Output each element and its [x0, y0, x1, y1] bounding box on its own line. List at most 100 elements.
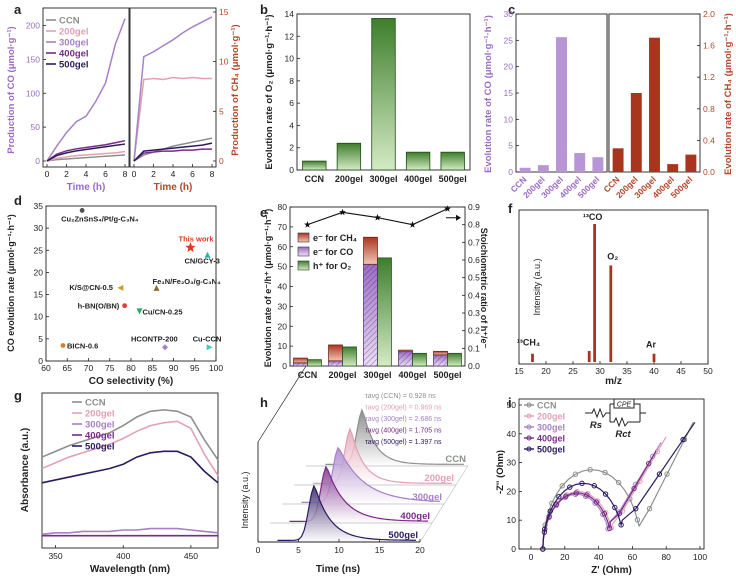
y-tick-label: 30	[278, 301, 288, 311]
x-axis-label: m/z	[605, 376, 622, 387]
legend-label-500gel: 500gel	[85, 442, 115, 453]
y-tick-label: 10	[278, 341, 288, 351]
nyquist-line-CCN	[542, 422, 694, 550]
peak-label: ¹³CO	[583, 212, 603, 222]
y-tick-label: 12	[285, 31, 295, 41]
y-tick-label: 0.3	[468, 308, 480, 318]
legend-label-CCN: CCN	[85, 398, 106, 409]
x-tick-label: 15	[514, 366, 524, 376]
x-axis-label: CO selectivity (%)	[89, 376, 173, 387]
point-label: Cu/CN-0.25	[143, 307, 183, 316]
y-tick-label: 30	[507, 458, 517, 468]
panel-b: b 0 2 4 6 8 10 12 14 CCN 200gel 300gel 400gel 500gel E…	[260, 2, 471, 184]
abs-line-300gel	[41, 527, 219, 536]
legend-marker-500gel	[526, 446, 532, 452]
x-category-label: CCN	[305, 174, 325, 184]
y-tick-label: 0.0	[703, 167, 715, 177]
legend-label: h⁺ for O₂	[313, 261, 351, 271]
panel-h: h CCN 200gel 300gel 400gel 500gel 0 5 10 15 20 τavg…	[240, 365, 469, 575]
e-ch4-bar-200gel	[328, 344, 343, 362]
x-axis-label: Time (ns)	[316, 564, 360, 575]
co-line-CCN	[46, 154, 126, 162]
nyquist-line-400gel	[542, 450, 657, 550]
marker-this-work	[185, 242, 196, 253]
nyquist-point	[606, 525, 613, 532]
legend-label-200gel: 200gel	[59, 27, 89, 38]
panel-label-g: g	[14, 388, 22, 403]
y-tick-label: 15	[504, 88, 514, 98]
nyquist-point	[634, 517, 641, 523]
x-tick-label: 100	[209, 363, 223, 373]
point-label: BICN-0.6	[67, 342, 98, 351]
ch4-line-300gel	[133, 16, 213, 162]
abs-line-200gel	[41, 420, 219, 477]
x-tick-label: 20	[415, 545, 425, 555]
x-tick-label: 2	[151, 169, 156, 179]
y-tick-label: 20	[278, 321, 288, 331]
y-tick-label: 200	[26, 21, 40, 31]
abs-line-CCN	[41, 409, 219, 461]
ratio-star	[374, 214, 381, 221]
y-tick-label: 5	[508, 141, 513, 151]
ratio-star	[444, 205, 451, 212]
y-axis-label: Intensity (a.u.)	[532, 258, 542, 315]
y-tick-label: 8	[289, 76, 294, 86]
legend-marker-CCN	[526, 402, 532, 408]
y-tick-label: 0.9	[468, 202, 480, 212]
circuit-wire	[634, 403, 641, 422]
peak-label: O₂	[607, 251, 618, 261]
legend-marker-200gel	[526, 413, 532, 419]
y-tick-label: 15	[219, 7, 229, 17]
ch4-bar-500gel	[685, 154, 697, 172]
marker-point	[204, 251, 211, 258]
x-category-label: 200gel	[328, 370, 356, 380]
x-tick-label: 350	[48, 551, 62, 561]
y-tick-label: 0.8	[703, 104, 715, 114]
h-o2-bar-200gel	[342, 346, 357, 367]
y-tick-label: 50	[31, 122, 41, 132]
x-tick-label: 0	[256, 545, 261, 555]
x-tick-label: 10	[334, 545, 344, 555]
panel-label-f: f	[508, 201, 513, 216]
y-tick-label: 10	[219, 57, 229, 67]
legend-label-400gel: 400gel	[59, 49, 89, 60]
y-axis-label-right: Production of CH₄ (μmol·g⁻¹)	[230, 24, 241, 155]
marker-point	[122, 303, 128, 309]
x-tick-label: 40	[594, 552, 604, 562]
x-category-label: 400gel	[398, 370, 426, 380]
y-tick-label: 0	[38, 356, 43, 366]
e-ch4-bar-CCN	[293, 357, 308, 364]
legend-marker-400gel	[526, 435, 532, 441]
co-line-400gel	[46, 139, 126, 162]
x-tick-label: 95	[190, 363, 200, 373]
point-label: This work	[179, 235, 215, 244]
nyquist-point	[542, 526, 548, 532]
x-tick-label: 8	[210, 169, 215, 179]
nyquist-point	[556, 493, 562, 500]
y-tick-label: 0	[219, 156, 224, 166]
decay-fill-CCN	[325, 409, 465, 466]
ratio-arrow-head	[456, 214, 461, 221]
x-tick-label: 90	[169, 363, 179, 373]
y-tick-label: 0	[282, 361, 287, 371]
plot-frame	[518, 398, 705, 550]
depth-axis-line	[257, 365, 307, 443]
point-label: HCONTP-200	[131, 334, 178, 343]
y-tick-label: 2.0	[703, 9, 715, 19]
x-tick-label: 400	[116, 551, 130, 561]
y-tick-label: 0.4	[703, 135, 715, 145]
nyquist-point	[579, 480, 585, 487]
x-tick-label: 4	[84, 169, 89, 179]
h-o2-bar-400gel	[412, 352, 427, 367]
nyquist-point	[593, 499, 600, 505]
decay-fill-500gel	[277, 485, 417, 542]
legend-swatch	[297, 260, 310, 271]
ch4-line-200gel	[133, 76, 212, 162]
co-bar-200gel	[537, 165, 549, 172]
y-tick-label: 0.6	[468, 255, 480, 265]
x-tick-label: 0	[45, 169, 50, 179]
ms-peak	[593, 224, 596, 362]
peak-label: ¹³CH₄	[517, 338, 540, 348]
